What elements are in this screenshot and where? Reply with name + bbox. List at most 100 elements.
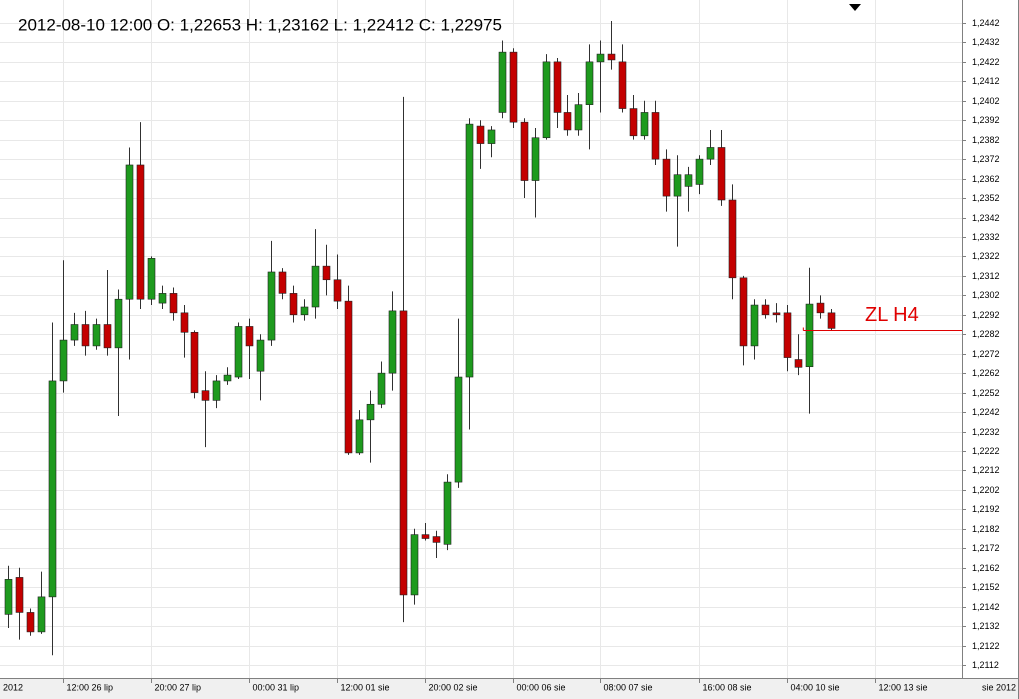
- candle-body: [498, 51, 507, 113]
- candle-body: [465, 123, 474, 378]
- y-tick-label: 1,2352: [972, 193, 1000, 203]
- y-tick-label: 1,2262: [972, 368, 1000, 378]
- candle-body: [717, 147, 726, 201]
- y-tick-label: 1,2152: [972, 582, 1000, 592]
- y-tick-label: 1,2282: [972, 329, 1000, 339]
- candle-body: [706, 147, 715, 160]
- candle-body: [136, 164, 145, 300]
- candle-body: [344, 300, 353, 454]
- candle-body: [180, 312, 189, 333]
- candle-body: [366, 403, 375, 421]
- x-tick-label: 12:00 01 sie: [341, 682, 390, 692]
- candle-body: [509, 51, 518, 123]
- y-tick-label: 1,2242: [972, 407, 1000, 417]
- candle-body: [158, 293, 167, 304]
- candle-body: [256, 339, 265, 372]
- x-tick-label: 16:00 08 sie: [703, 682, 752, 692]
- grid: [0, 0, 962, 678]
- y-tick-label: 1,2222: [972, 446, 1000, 456]
- y-tick-label: 1,2432: [972, 37, 1000, 47]
- candle-body: [542, 61, 551, 139]
- y-tick-label: 1,2252: [972, 388, 1000, 398]
- y-tick-label: 1,2162: [972, 563, 1000, 573]
- candle-body: [783, 312, 792, 358]
- x-tick-label: 20:00 02 sie: [429, 682, 478, 692]
- candle-body: [59, 339, 68, 382]
- y-tick-label: 1,2442: [972, 18, 1000, 28]
- y-tick-label: 1,2112: [972, 660, 999, 670]
- y-tick-label: 1,2402: [972, 96, 1000, 106]
- candle-body: [114, 298, 123, 349]
- y-tick-label: 1,2142: [972, 602, 1000, 612]
- candle-body: [333, 279, 342, 302]
- candle-body: [223, 374, 232, 382]
- candle-body: [585, 61, 594, 105]
- candle-body: [476, 125, 485, 144]
- candle-body: [234, 326, 243, 378]
- candle-body: [794, 359, 803, 368]
- candle-body: [169, 293, 178, 314]
- candle-body: [443, 481, 452, 545]
- candle-body: [37, 596, 46, 633]
- chart-title: 2012-08-10 12:00 O: 1,22653 H: 1,23162 L…: [18, 15, 502, 34]
- candle-body: [289, 293, 298, 316]
- candle-body: [4, 579, 13, 615]
- y-tick-label: 1,2302: [972, 290, 1000, 300]
- candle-body: [15, 577, 24, 613]
- candle-body: [399, 310, 408, 596]
- x-tick-label: 20:00 27 lip: [155, 682, 202, 692]
- candle-body: [245, 326, 254, 347]
- y-tick-label: 1,2372: [972, 154, 1000, 164]
- y-tick-label: 1,2132: [972, 621, 1000, 631]
- candle-body: [311, 265, 320, 308]
- candle-body: [739, 277, 748, 347]
- y-tick-label: 1,2212: [972, 465, 1000, 475]
- candles: ZL H4: [4, 21, 962, 656]
- y-tick-label: 1,2232: [972, 427, 1000, 437]
- x-tick-label: 04:00 10 sie: [791, 682, 840, 692]
- y-tick-label: 1,2422: [972, 57, 1000, 67]
- candle-body: [147, 258, 156, 300]
- y-tick-label: 1,2122: [972, 641, 1000, 651]
- candle-body: [432, 536, 441, 543]
- candle-body: [816, 302, 825, 314]
- candle-body: [322, 265, 331, 281]
- x-tick-label: 08:00 07 sie: [604, 682, 653, 692]
- x-tick-label: 12:00 13 sie: [879, 682, 928, 692]
- y-tick-label: 1,2342: [972, 213, 1000, 223]
- candle-body: [81, 324, 90, 347]
- candle-body: [750, 304, 759, 347]
- y-tick-label: 1,2172: [972, 543, 1000, 553]
- candle-body: [48, 380, 57, 598]
- candle-body: [201, 390, 210, 401]
- candle-body: [300, 306, 309, 316]
- candle-body: [684, 174, 693, 187]
- candle-body: [673, 174, 682, 197]
- candle-body: [805, 303, 814, 368]
- candle-body: [695, 158, 704, 185]
- x-tick-label: 12:00 26 lip: [67, 682, 114, 692]
- candle-body: [827, 312, 836, 329]
- candle-body: [125, 164, 134, 300]
- y-tick-label: 1,2202: [972, 485, 1000, 495]
- y-tick-label: 1,2412: [972, 76, 1000, 86]
- y-tick-label: 1,2332: [972, 232, 1000, 242]
- candle-body: [553, 61, 562, 113]
- x-axis-start-label: 2012: [3, 682, 23, 692]
- candle-body: [629, 108, 638, 137]
- x-tick-label: 00:00 06 sie: [517, 682, 566, 692]
- candle-body: [70, 324, 79, 341]
- candle-body: [487, 129, 496, 144]
- candle-body: [574, 104, 583, 131]
- candle-body: [596, 53, 605, 63]
- candle-body: [761, 304, 770, 316]
- candle-body: [278, 271, 287, 294]
- candle-body: [728, 199, 737, 279]
- candle-body: [454, 376, 463, 483]
- candle-body: [563, 112, 572, 131]
- candle-body: [212, 380, 221, 401]
- y-tick-label: 1,2382: [972, 135, 1000, 145]
- x-axis-end-label: sie 2012: [982, 682, 1016, 692]
